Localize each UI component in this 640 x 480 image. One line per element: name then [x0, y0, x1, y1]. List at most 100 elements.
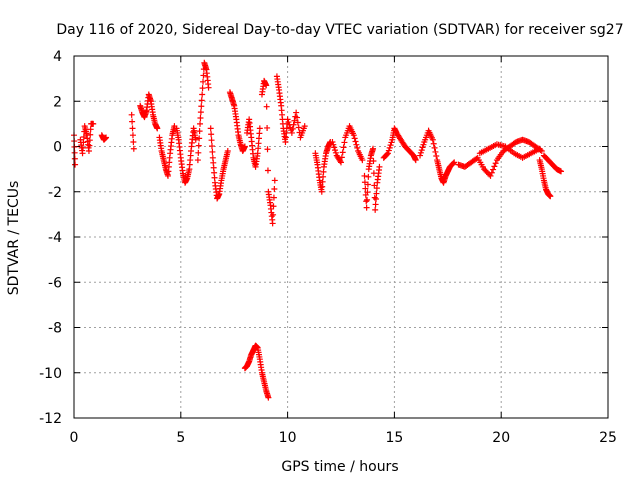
data-point [208, 131, 215, 138]
data-point [359, 157, 366, 164]
data-point [264, 124, 271, 131]
data-point [384, 151, 391, 158]
data-point [205, 84, 212, 91]
data-point [256, 125, 263, 132]
data-point [372, 206, 379, 213]
data-point [270, 211, 277, 218]
data-point [370, 145, 377, 152]
data-point [241, 143, 248, 150]
data-point [385, 147, 392, 154]
data-point [284, 116, 291, 123]
data-point [270, 194, 277, 201]
data-point [351, 135, 358, 142]
data-point [209, 148, 216, 155]
y-axis-label: SDTVAR / TECUs [6, 181, 22, 296]
data-point [291, 117, 298, 124]
data-point [450, 160, 457, 167]
data-point [192, 136, 199, 143]
data-point [194, 157, 201, 164]
data-point [365, 173, 372, 180]
data-point [293, 109, 300, 116]
data-point [487, 172, 494, 179]
data-point [340, 144, 347, 151]
data-point [364, 189, 371, 196]
x-axis-label: GPS time / hours [281, 459, 398, 475]
data-point [196, 135, 203, 142]
data-point [129, 118, 136, 125]
data-point [370, 157, 377, 164]
data-point [295, 124, 302, 131]
y-tick-label: 0 [53, 140, 62, 156]
data-point [128, 111, 135, 118]
data-point [271, 177, 278, 184]
x-tick-label: 25 [599, 430, 617, 446]
data-point [536, 145, 543, 152]
data-point [492, 160, 499, 167]
data-point [197, 120, 204, 127]
data-point [200, 78, 207, 85]
data-point [353, 141, 360, 148]
data-point [364, 181, 371, 188]
data-point [418, 147, 425, 154]
data-point [129, 132, 136, 139]
data-point [263, 103, 270, 110]
data-point [79, 150, 86, 157]
data-point [363, 204, 370, 211]
data-point [432, 148, 439, 155]
data-point [80, 139, 87, 146]
y-tick-label: -6 [48, 275, 62, 291]
data-point [337, 157, 344, 164]
data-point [129, 125, 136, 132]
data-point [429, 136, 436, 143]
data-point [417, 149, 424, 156]
data-point [451, 159, 458, 166]
data-point [288, 129, 295, 136]
data-point [558, 168, 565, 175]
data-point [79, 144, 86, 151]
data-point [354, 144, 361, 151]
data-point [197, 114, 204, 121]
ticks: 0 5 10 15 20 25 -12 -10 -8 -6 -4 -2 0 2 4 [39, 49, 617, 446]
data-point [547, 193, 554, 200]
data-point [271, 186, 278, 193]
data-point [199, 91, 206, 98]
y-tick-label: -2 [48, 185, 62, 201]
data-point [338, 159, 344, 166]
data-point [85, 148, 92, 155]
data-point [224, 148, 231, 155]
data-point [301, 123, 308, 130]
x-tick-label: 15 [385, 430, 403, 446]
data-point [373, 190, 380, 197]
data-point [265, 394, 272, 401]
data-point [195, 149, 202, 156]
data-point [196, 128, 203, 135]
data-point [430, 140, 437, 147]
data-point [431, 144, 438, 151]
data-point [373, 195, 380, 202]
data-point [198, 97, 205, 104]
data-point [293, 114, 300, 121]
data-point [433, 153, 440, 160]
y-tick-label: -4 [48, 230, 62, 246]
data-point [86, 137, 93, 144]
data-point [263, 82, 270, 89]
data-point [387, 142, 394, 149]
data-point [87, 131, 94, 138]
y-tick-label: 2 [53, 94, 62, 110]
data-point [332, 149, 339, 156]
data-point [294, 119, 301, 126]
data-point [285, 119, 292, 126]
plot-frame [73, 55, 609, 419]
data-point [362, 185, 369, 192]
data-point [87, 126, 94, 133]
data-point [197, 109, 204, 116]
x-tick-label: 5 [176, 430, 185, 446]
data-point [491, 163, 498, 170]
data-point [103, 134, 110, 141]
data-point [350, 132, 357, 139]
data-point [195, 142, 202, 149]
data-point [289, 125, 296, 132]
data-point [339, 149, 346, 156]
data-point [198, 103, 205, 110]
